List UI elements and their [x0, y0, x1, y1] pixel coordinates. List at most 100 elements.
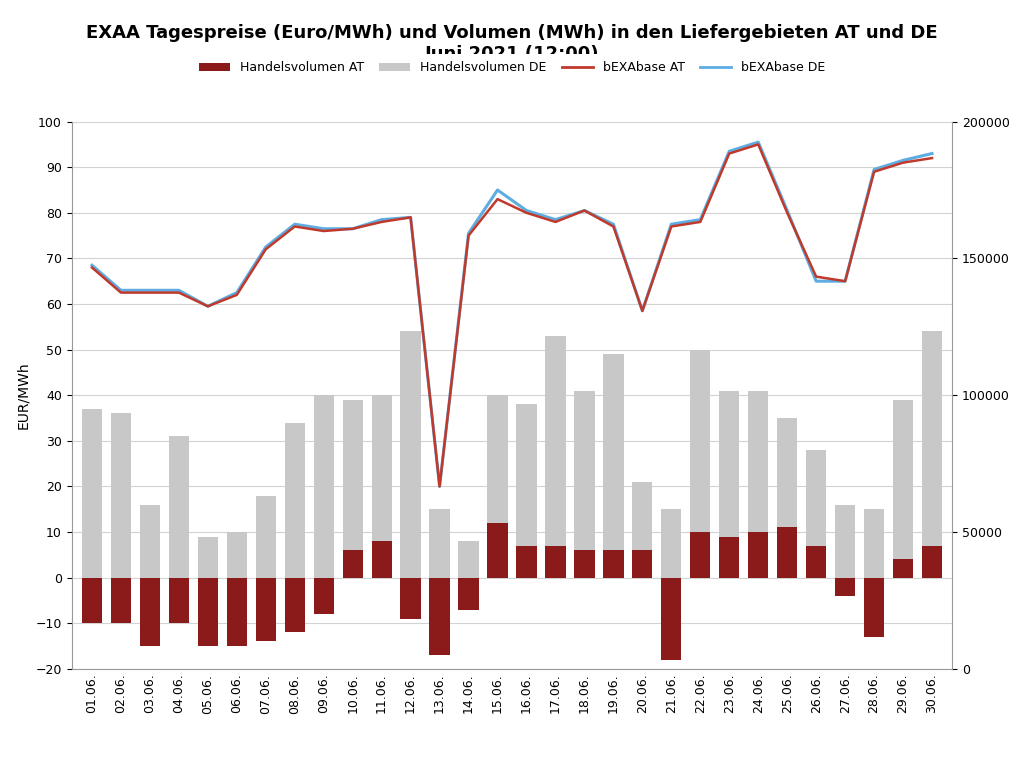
- Bar: [516, 404, 537, 578]
- bEXAbase AT: [202, 302, 214, 311]
- Bar: [256, 578, 275, 641]
- Bar: [662, 509, 681, 578]
- bEXAbase DE: [143, 286, 156, 295]
- Bar: [139, 505, 160, 578]
- bEXAbase DE: [346, 224, 358, 233]
- bEXAbase DE: [520, 206, 532, 215]
- Bar: [226, 532, 247, 578]
- Bar: [487, 395, 508, 578]
- Bar: [806, 450, 826, 578]
- Bar: [198, 537, 218, 578]
- Bar: [893, 400, 913, 578]
- bEXAbase DE: [173, 286, 185, 295]
- bEXAbase DE: [666, 220, 678, 229]
- bEXAbase AT: [376, 217, 388, 226]
- bEXAbase AT: [636, 306, 648, 315]
- bEXAbase DE: [317, 224, 330, 233]
- bEXAbase DE: [723, 147, 735, 156]
- bEXAbase AT: [839, 277, 851, 286]
- bEXAbase AT: [115, 288, 127, 297]
- Bar: [690, 532, 711, 578]
- Bar: [82, 409, 102, 578]
- bEXAbase AT: [579, 206, 591, 215]
- bEXAbase DE: [926, 149, 938, 158]
- Bar: [372, 541, 392, 578]
- bEXAbase DE: [579, 206, 591, 215]
- Bar: [139, 578, 160, 646]
- bEXAbase DE: [694, 215, 707, 224]
- bEXAbase AT: [781, 208, 794, 217]
- Bar: [749, 532, 768, 578]
- Bar: [690, 350, 711, 578]
- Bar: [574, 391, 595, 578]
- bEXAbase AT: [260, 245, 272, 254]
- bEXAbase AT: [86, 263, 98, 272]
- Line: bEXAbase AT: bEXAbase AT: [92, 144, 932, 486]
- Bar: [343, 400, 362, 578]
- bEXAbase AT: [810, 272, 822, 281]
- bEXAbase DE: [202, 302, 214, 311]
- bEXAbase DE: [115, 286, 127, 295]
- bEXAbase DE: [86, 261, 98, 270]
- bEXAbase DE: [230, 288, 243, 297]
- Bar: [546, 546, 565, 578]
- Bar: [256, 496, 275, 578]
- bEXAbase DE: [781, 206, 794, 215]
- Bar: [864, 578, 885, 637]
- bEXAbase AT: [463, 231, 475, 240]
- bEXAbase AT: [897, 158, 909, 167]
- bEXAbase DE: [752, 138, 764, 147]
- bEXAbase AT: [868, 167, 881, 176]
- Bar: [429, 578, 450, 655]
- Bar: [372, 395, 392, 578]
- Bar: [285, 423, 305, 578]
- bEXAbase AT: [549, 217, 561, 226]
- Bar: [459, 541, 478, 578]
- Bar: [111, 578, 131, 623]
- Bar: [719, 391, 739, 578]
- Bar: [111, 413, 131, 578]
- bEXAbase DE: [868, 165, 881, 174]
- Bar: [429, 509, 450, 578]
- Bar: [603, 354, 624, 578]
- Bar: [198, 578, 218, 646]
- bEXAbase DE: [463, 229, 475, 238]
- bEXAbase AT: [694, 217, 707, 226]
- Bar: [749, 391, 768, 578]
- Title: EXAA Tagespreise (Euro/MWh) und Volumen (MWh) in den Liefergebieten AT und DE
Ju: EXAA Tagespreise (Euro/MWh) und Volumen …: [86, 24, 938, 63]
- bEXAbase AT: [433, 482, 445, 491]
- bEXAbase AT: [520, 208, 532, 217]
- bEXAbase DE: [289, 220, 301, 229]
- Bar: [400, 578, 421, 619]
- bEXAbase AT: [723, 149, 735, 158]
- Bar: [806, 546, 826, 578]
- bEXAbase DE: [433, 482, 445, 491]
- Bar: [516, 546, 537, 578]
- Bar: [835, 505, 855, 578]
- Y-axis label: EUR/MWh: EUR/MWh: [16, 362, 30, 429]
- Bar: [603, 550, 624, 578]
- Bar: [574, 550, 595, 578]
- Bar: [459, 578, 478, 610]
- Bar: [343, 550, 362, 578]
- bEXAbase AT: [289, 222, 301, 231]
- bEXAbase DE: [376, 215, 388, 224]
- bEXAbase DE: [636, 306, 648, 315]
- Bar: [169, 578, 189, 623]
- Bar: [285, 578, 305, 632]
- bEXAbase DE: [607, 220, 620, 229]
- bEXAbase DE: [260, 242, 272, 252]
- Bar: [893, 559, 913, 578]
- bEXAbase AT: [666, 222, 678, 231]
- bEXAbase AT: [173, 288, 185, 297]
- bEXAbase AT: [404, 213, 417, 222]
- bEXAbase DE: [549, 215, 561, 224]
- Bar: [632, 482, 652, 578]
- bEXAbase AT: [317, 226, 330, 236]
- Bar: [82, 578, 102, 623]
- Bar: [662, 578, 681, 660]
- bEXAbase AT: [492, 195, 504, 204]
- Bar: [313, 395, 334, 578]
- Legend: Handelsvolumen AT, Handelsvolumen DE, bEXAbase AT, bEXAbase DE: Handelsvolumen AT, Handelsvolumen DE, bE…: [191, 54, 833, 82]
- Bar: [864, 509, 885, 578]
